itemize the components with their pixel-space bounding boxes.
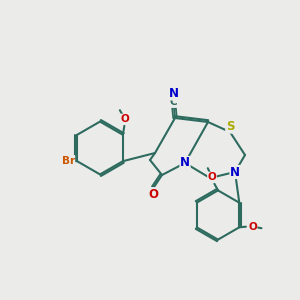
Text: Br: Br (61, 156, 75, 166)
Text: S: S (226, 120, 234, 133)
Text: N: N (230, 166, 240, 178)
Text: N: N (180, 157, 190, 169)
Text: O: O (121, 114, 129, 124)
Text: O: O (148, 188, 158, 201)
Text: C: C (170, 98, 177, 107)
Text: N: N (169, 87, 179, 100)
Text: O: O (208, 172, 216, 182)
Text: O: O (248, 222, 257, 232)
